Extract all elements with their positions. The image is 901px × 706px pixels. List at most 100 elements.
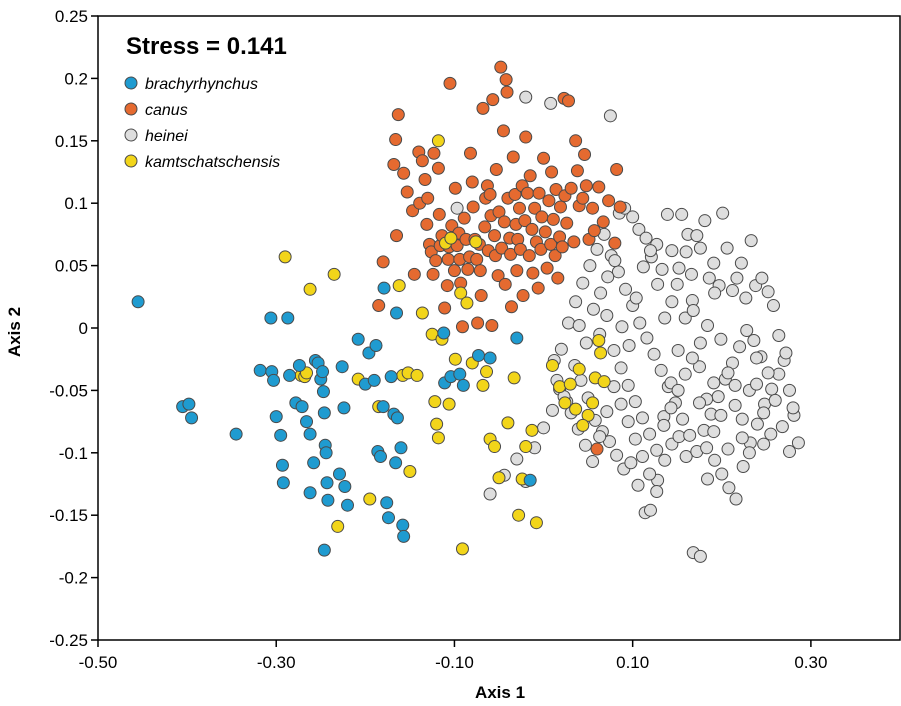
point-heinei [750, 417, 764, 431]
point-heinei [766, 299, 780, 313]
point-heinei [635, 450, 649, 464]
point-brachyrhynchus [320, 476, 334, 490]
point-kamtschatschensis [480, 365, 494, 379]
point-canus [564, 181, 578, 195]
point-brachyrhynchus [185, 411, 199, 425]
legend-marker-kamtschatschensis [124, 154, 138, 168]
point-kamtschatschensis [525, 423, 539, 437]
point-brachyrhynchus [182, 397, 196, 411]
point-heinei [747, 333, 761, 347]
point-kamtschatschensis [594, 346, 608, 360]
y-tick-label: -0.1 [59, 444, 88, 463]
point-canus [455, 320, 469, 334]
point-brachyrhynchus [303, 427, 317, 441]
point-heinei [733, 340, 747, 354]
point-heinei [761, 285, 775, 299]
point-heinei [576, 276, 590, 290]
x-tick-label: 0.30 [794, 653, 827, 672]
point-canus [610, 163, 624, 177]
point-heinei [660, 207, 674, 221]
point-kamtschatschensis [431, 134, 445, 148]
point-kamtschatschensis [569, 402, 583, 416]
point-canus [548, 249, 562, 263]
stress-annotation: Stress = 0.141 [126, 33, 287, 60]
point-kamtschatschensis [469, 235, 483, 249]
point-brachyrhynchus [300, 415, 314, 429]
point-heinei [572, 319, 586, 333]
point-heinei [635, 411, 649, 425]
point-heinei [690, 229, 704, 243]
point-canus [535, 210, 549, 224]
point-kamtschatschensis [507, 371, 521, 385]
point-heinei [569, 295, 583, 309]
legend-label-canus: canus [145, 102, 188, 119]
legend-label-heinei: heinei [145, 128, 188, 145]
legend-marker-brachyrhynchus [124, 76, 138, 90]
point-heinei [594, 286, 608, 300]
point-brachyrhynchus [276, 476, 290, 490]
point-heinei [730, 271, 744, 285]
point-heinei [757, 437, 771, 451]
point-canus [420, 217, 434, 231]
point-heinei [715, 467, 729, 481]
point-heinei [722, 481, 736, 495]
point-canus [521, 186, 535, 200]
point-canus [448, 181, 462, 195]
y-tick-label: 0 [79, 319, 88, 338]
point-canus [525, 222, 539, 236]
point-kamtschatschensis [581, 408, 595, 422]
legend-marker-heinei [124, 128, 138, 142]
point-canus [478, 220, 492, 234]
point-kamtschatschensis [454, 286, 468, 300]
point-heinei [686, 304, 700, 318]
point-kamtschatschensis [553, 380, 567, 394]
point-canus [578, 148, 592, 162]
point-canus [471, 316, 485, 330]
point-canus [492, 205, 506, 219]
point-kamtschatschensis [597, 375, 611, 389]
point-heinei [586, 302, 600, 316]
point-canus [513, 242, 527, 256]
point-heinei [614, 397, 628, 411]
point-heinei [578, 438, 592, 452]
point-heinei [676, 412, 690, 426]
point-brachyrhynchus [332, 467, 346, 481]
legend-label-kamtschatschensis: kamtschatschensis [145, 154, 280, 171]
point-heinei [632, 222, 646, 236]
point-heinei [742, 446, 756, 460]
point-brachyrhynchus [397, 529, 411, 543]
point-kamtschatschensis [558, 396, 572, 410]
point-brachyrhynchus [316, 365, 330, 379]
x-axis-title: Axis 1 [475, 683, 525, 702]
point-kamtschatschensis [519, 440, 533, 454]
point-heinei [600, 309, 614, 323]
point-canus [376, 255, 390, 269]
point-heinei [672, 430, 686, 444]
point-brachyrhynchus [437, 326, 451, 340]
point-kamtschatschensis [448, 352, 462, 366]
point-canus [476, 101, 490, 115]
point-heinei [711, 390, 725, 404]
point-canus [496, 124, 510, 138]
point-canus [596, 215, 610, 229]
point-heinei [614, 361, 628, 375]
point-heinei [701, 472, 715, 486]
point-brachyrhynchus [264, 311, 278, 325]
point-brachyrhynchus [373, 450, 387, 464]
point-canus [590, 442, 604, 456]
point-canus [576, 191, 590, 205]
point-heinei [643, 467, 657, 481]
point-brachyrhynchus [321, 493, 335, 507]
point-heinei [608, 254, 622, 268]
point-kamtschatschensis [492, 471, 506, 485]
point-kamtschatschensis [592, 333, 606, 347]
point-brachyrhynchus [267, 373, 281, 387]
point-heinei [755, 271, 769, 285]
point-canus [466, 200, 480, 214]
point-brachyrhynchus [317, 543, 331, 557]
point-canus [512, 201, 526, 215]
point-kamtschatschensis [455, 542, 469, 556]
point-heinei [707, 376, 721, 390]
point-kamtschatschensis [460, 296, 474, 310]
points-layer [131, 60, 805, 563]
